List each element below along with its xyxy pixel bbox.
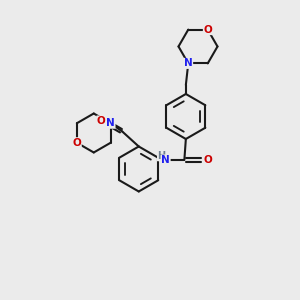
- Text: N: N: [184, 58, 193, 68]
- Text: H: H: [158, 151, 166, 161]
- Text: O: O: [97, 116, 106, 126]
- Text: N: N: [161, 155, 170, 165]
- Text: O: O: [203, 25, 212, 34]
- Text: O: O: [73, 138, 81, 148]
- Text: N: N: [106, 118, 115, 128]
- Text: O: O: [204, 155, 213, 165]
